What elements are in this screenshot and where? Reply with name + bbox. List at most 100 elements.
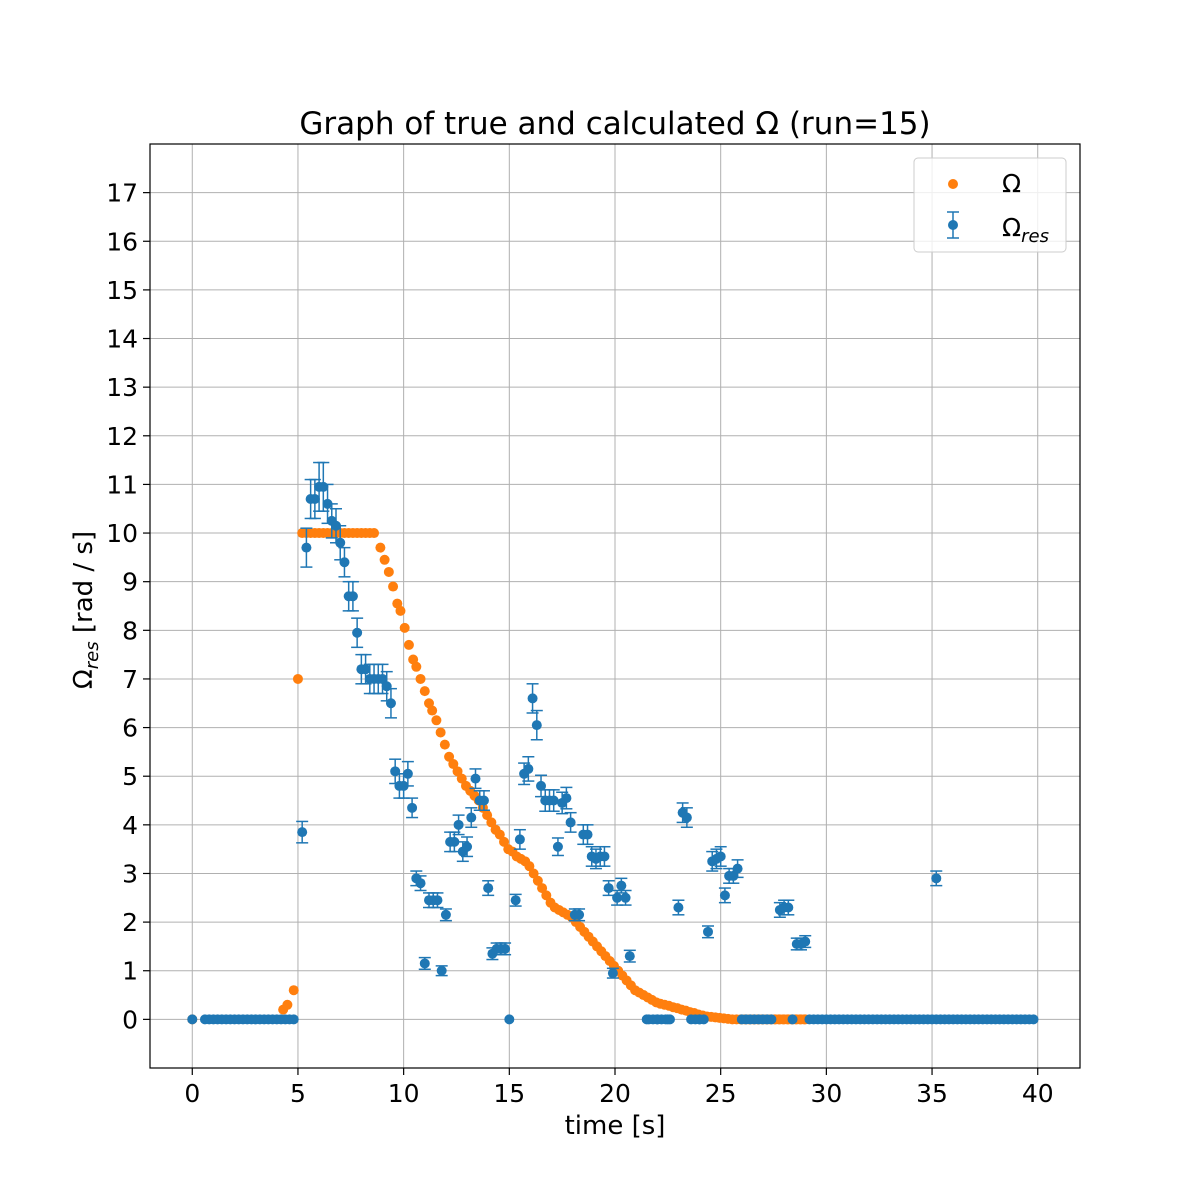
x-tick-label: 5 (290, 1079, 306, 1108)
y-tick-label: 16 (106, 227, 138, 256)
point-true-omega (444, 751, 455, 762)
y-tick-label: 14 (106, 325, 138, 354)
y-tick-label: 7 (122, 665, 138, 694)
point-omega-res (449, 836, 460, 847)
point-omega-res (800, 936, 811, 947)
point-omega-res (360, 664, 371, 675)
y-tick-label: 11 (106, 470, 138, 499)
point-omega-res (616, 880, 627, 891)
point-omega-res (301, 542, 312, 553)
point-omega-res (531, 720, 542, 731)
point-omega-res (603, 883, 614, 894)
y-tick-label: 12 (106, 422, 138, 451)
point-omega-res (612, 892, 623, 903)
point-true-omega (528, 868, 539, 879)
point-omega-res (470, 773, 481, 784)
point-omega-res (453, 819, 464, 830)
y-axis-label: Ωres [rad / s] (69, 531, 103, 689)
point-omega-res (582, 829, 593, 840)
y-tick-label: 17 (106, 179, 138, 208)
y-tick-label: 4 (122, 811, 138, 840)
point-omega-res (607, 968, 618, 979)
y-tick-label: 8 (122, 616, 138, 645)
point-true-omega (486, 817, 497, 828)
point-true-omega (499, 836, 510, 847)
point-omega-res (523, 763, 534, 774)
point-true-omega (482, 810, 493, 821)
point-omega-res (385, 698, 396, 709)
x-tick-label: 10 (388, 1079, 420, 1108)
y-tick-label: 13 (106, 373, 138, 402)
point-true-omega (399, 622, 410, 633)
point-true-omega (282, 999, 293, 1010)
point-omega-res (297, 827, 308, 838)
y-tick-label: 3 (122, 859, 138, 888)
point-true-omega (415, 673, 426, 684)
legend-marker-res (947, 211, 959, 239)
grid (150, 144, 1080, 1068)
point-omega-res (440, 909, 451, 920)
y-tick-label: 5 (122, 762, 138, 791)
point-true-omega (427, 705, 438, 716)
point-omega-res (715, 851, 726, 862)
point-omega-res (931, 873, 942, 884)
point-omega-res (419, 958, 430, 969)
x-axis: 0 5 10 15 20 25 30 35 40 (184, 1068, 1054, 1108)
x-tick-label: 25 (705, 1079, 737, 1108)
point-true-omega (379, 554, 390, 565)
x-tick-label: 0 (184, 1079, 200, 1108)
point-omega-res (377, 673, 388, 684)
point-omega-res (478, 795, 489, 806)
point-true-omega (388, 581, 399, 592)
point-omega-res (787, 1014, 798, 1025)
point-omega-res (599, 851, 610, 862)
point-omega-res (432, 895, 443, 906)
y-tick-label: 10 (106, 519, 138, 548)
point-omega-res (527, 693, 538, 704)
point-true-omega (452, 766, 463, 777)
point-omega-res (402, 768, 413, 779)
point-true-omega (494, 829, 505, 840)
point-omega-res (728, 870, 739, 881)
point-omega-res (620, 892, 631, 903)
point-true-omega (288, 985, 299, 996)
point-omega-res (500, 943, 511, 954)
point-true-omega (439, 739, 450, 750)
point-omega-res (698, 1014, 709, 1025)
point-true-omega (375, 542, 386, 553)
point-omega-res (483, 883, 494, 894)
y-tick-label: 6 (122, 714, 138, 743)
point-true-omega (435, 727, 446, 738)
point-true-omega (369, 528, 380, 539)
point-true-omega (411, 661, 422, 672)
point-omega-res (407, 802, 418, 813)
point-omega-res (1028, 1014, 1039, 1025)
point-true-omega (541, 890, 552, 901)
point-omega-res (510, 895, 521, 906)
point-omega-res (347, 591, 358, 602)
point-omega-res (703, 926, 713, 937)
x-axis-label: time [s] (565, 1111, 666, 1141)
point-omega-res (352, 627, 363, 638)
point-true-omega (456, 773, 467, 784)
point-omega-res (673, 902, 684, 913)
legend: Ω Ωres (913, 157, 1067, 253)
point-omega-res (766, 1014, 777, 1025)
point-true-omega (292, 673, 303, 684)
x-tick-label: 40 (1022, 1079, 1054, 1108)
chart-title: Graph of true and calculated Ω (run=15) (299, 106, 930, 142)
point-omega-res (536, 780, 547, 791)
legend-marker-true (948, 179, 958, 189)
point-omega-res (552, 841, 563, 852)
point-omega-res (574, 909, 585, 920)
point-omega-res (436, 965, 447, 976)
point-omega-res (309, 494, 320, 505)
y-tick-label: 2 (122, 908, 138, 937)
point-omega-res (339, 557, 350, 568)
point-omega-res (187, 1014, 198, 1025)
point-omega-res (719, 890, 730, 901)
point-omega-res (561, 793, 572, 804)
y-tick-label: 0 (122, 1005, 138, 1034)
series-omega-res (187, 461, 1039, 1025)
